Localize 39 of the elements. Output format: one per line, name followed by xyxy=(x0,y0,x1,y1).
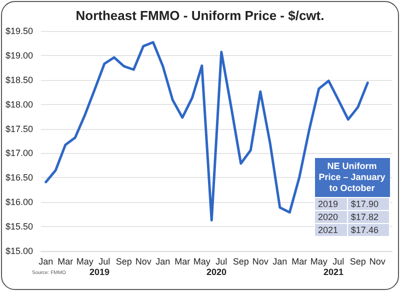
x-tick-label: Nov xyxy=(369,256,386,266)
annotation: 2020 xyxy=(314,210,348,224)
x-tick-label: Mar xyxy=(292,256,308,266)
x-tick-label: Jan xyxy=(272,256,288,266)
x-tick-label: Sep xyxy=(232,256,249,266)
y-tick-label: $15.50 xyxy=(5,222,33,232)
y-tick-label: $17.00 xyxy=(5,148,33,158)
annotation: NE Uniform Price – January to October xyxy=(314,158,390,198)
x-tick-label: Sep xyxy=(350,256,366,266)
text: 2021 xyxy=(324,267,344,277)
y-tick-label: $19.50 xyxy=(5,26,33,36)
text: 2019 xyxy=(90,267,110,277)
x-tick-label: Jul xyxy=(216,256,228,266)
annotation: 2021 xyxy=(314,224,348,236)
x-tick-label: Nov xyxy=(135,256,152,266)
x-tick-label: Jan xyxy=(38,256,54,266)
x-tick-label: Jan xyxy=(156,256,170,266)
x-tick-label: Mar xyxy=(58,256,74,266)
y-tick-label: $16.00 xyxy=(5,197,33,208)
x-tick-label: May xyxy=(193,256,211,266)
x-tick-label: May xyxy=(310,256,328,266)
x-tick-label: Sep xyxy=(116,256,132,266)
chart-title: Northeast FMMO - Uniform Price - $/cwt. xyxy=(76,8,324,23)
x-tick-label: Jul xyxy=(332,256,344,266)
x-tick-label: Nov xyxy=(252,256,269,266)
text: 2020 xyxy=(206,267,227,277)
annotation: $17.46 xyxy=(347,224,390,236)
annotation: $17.90 xyxy=(347,198,390,210)
y-tick-label: $15.00 xyxy=(5,246,33,256)
x-tick-label: Mar xyxy=(174,256,190,266)
annotation: 2019 xyxy=(314,198,348,210)
y-tick-label: $18.00 xyxy=(5,99,33,110)
x-tick-label: Jul xyxy=(98,256,110,266)
y-tick-label: $17.50 xyxy=(5,124,33,134)
x-tick-label: May xyxy=(76,256,94,266)
annotation: $17.82 xyxy=(347,210,390,224)
y-tick-label: $18.50 xyxy=(5,74,33,85)
y-tick-label: $16.50 xyxy=(5,172,33,183)
y-tick-label: $19.00 xyxy=(5,50,33,60)
